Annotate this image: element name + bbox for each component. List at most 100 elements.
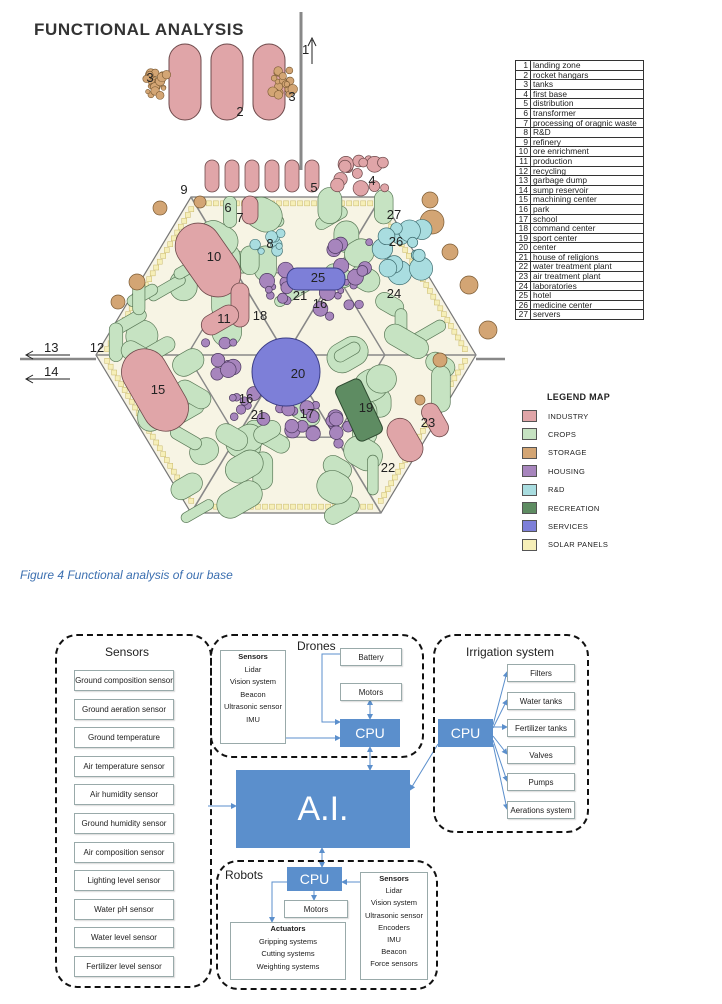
list-entry: Force sensors [370, 959, 418, 969]
solar-panel [427, 288, 433, 294]
refinery-tank [224, 159, 240, 193]
legend-swatch [522, 465, 537, 478]
solar-panel [276, 200, 282, 207]
housing-unit [259, 273, 275, 289]
industry-building [421, 402, 449, 438]
sensor-item: Air composition sensor [74, 841, 174, 863]
housing-unit [239, 396, 249, 406]
legend-item: HOUSING [522, 465, 585, 478]
zone-label: 16 [239, 391, 253, 406]
storage-tank [145, 89, 151, 95]
irrigation-group-title: Irrigation system [466, 645, 555, 659]
crop-field [223, 195, 237, 228]
zone-label: 15 [151, 382, 165, 397]
crop-field [317, 187, 343, 224]
first-base-module [330, 177, 345, 193]
key-row: 16 park [515, 203, 644, 215]
key-label: ore enrichment [530, 146, 644, 157]
industry-building [386, 417, 424, 463]
solar-panel [318, 503, 324, 510]
key-number: 18 [515, 223, 531, 234]
housing-unit [228, 393, 237, 402]
sensor-item: Water level sensor [74, 927, 174, 949]
solar-panel [451, 375, 458, 382]
solar-panel [430, 293, 437, 300]
robot-sensors-box: Sensors Lidar Vision system Ultrasonic sen… [360, 872, 428, 980]
key-row: 11 production [515, 155, 644, 167]
housing-unit [333, 438, 344, 449]
housing-unit [328, 411, 344, 427]
storage-tank [478, 320, 498, 340]
housing-unit [356, 265, 369, 277]
key-row: 23 air treatment plant [515, 271, 644, 282]
housing-unit [210, 353, 226, 368]
zone-label: 3 [288, 89, 295, 104]
solar-panel [185, 212, 191, 218]
storage-tank [283, 81, 290, 88]
housing-unit [325, 311, 335, 321]
key-label: transformer [530, 107, 644, 119]
storage-tank [441, 243, 459, 261]
rd-module [378, 259, 398, 278]
crop-field [367, 454, 379, 496]
solar-panel [188, 498, 195, 504]
zone-label: 12 [90, 340, 104, 355]
sensor-item: Ground temperature [74, 727, 174, 749]
list-entry: Vision system [370, 898, 418, 908]
hotel-building [286, 267, 346, 291]
storage-tank [142, 74, 151, 83]
irrigation-item: Pumps [507, 773, 575, 791]
solar-panel [290, 200, 296, 207]
crop-field [216, 480, 263, 519]
solar-panel [114, 375, 121, 382]
key-label: command center [530, 223, 644, 234]
list-entry: Ultrasonic sensor [224, 702, 282, 711]
drone-motors-box: Motors [340, 683, 402, 701]
list-entry: Lidar [385, 886, 403, 896]
key-label: tanks [530, 79, 644, 90]
solar-panel [156, 258, 163, 265]
drone-sensor-items: Lidar Vision system Beacon Ultrasonic senso… [221, 664, 285, 727]
solar-panel [149, 270, 156, 277]
crop-field [170, 472, 203, 501]
key-label: air treatment plant [530, 271, 644, 282]
robot-cpu-box: CPU [287, 867, 342, 891]
legend-swatch [522, 538, 537, 551]
zone-label: 11 [217, 311, 231, 326]
irrigation-item: Fertilizer tanks [507, 719, 575, 737]
solar-panel [395, 468, 401, 475]
legend-label: SOLAR PANELS [548, 540, 609, 550]
housing-unit [256, 412, 271, 426]
drone-battery-box: Battery [340, 648, 402, 666]
arrow-label-1: 1 [302, 42, 309, 57]
site-map: 2334567891011121516161718192021212223242… [20, 12, 505, 525]
key-row: 3 tanks [515, 79, 644, 90]
legend-swatch [522, 502, 537, 514]
key-label: servers [530, 309, 644, 321]
solar-panel [276, 503, 282, 510]
drone-sensors-heading: Sensors [238, 652, 268, 661]
sensor-item: Water pH sensor [74, 898, 174, 920]
zone-label: 27 [387, 207, 401, 222]
housing-unit [218, 336, 231, 350]
solar-panel [104, 346, 110, 352]
irrigation-group [433, 634, 589, 833]
housing-unit [365, 238, 373, 247]
zone-label: 16 [313, 296, 327, 311]
zone-label: 9 [180, 182, 187, 197]
key-label: garbage dump [530, 175, 644, 186]
legend-swatch [522, 428, 537, 441]
solar-panel [156, 445, 163, 452]
rd-module [275, 242, 283, 250]
solar-panel [311, 503, 317, 510]
key-label: processing of oragnic waste [530, 117, 644, 129]
zone-label: 10 [207, 249, 221, 264]
solar-panel [448, 323, 454, 329]
zone-label: 7 [236, 210, 243, 225]
solar-panel [125, 393, 131, 399]
storage-tank [287, 84, 298, 95]
first-base-module [338, 159, 352, 173]
solar-panel [128, 398, 135, 405]
key-number: 3 [515, 79, 531, 90]
